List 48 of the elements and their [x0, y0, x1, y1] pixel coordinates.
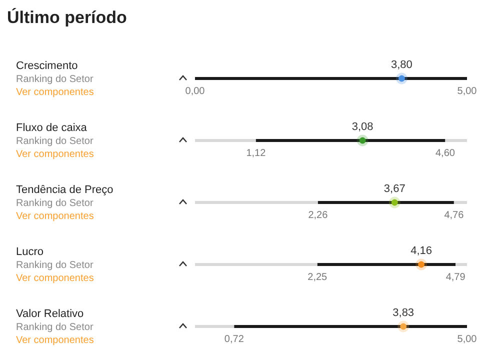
- y-tick-label: Valor Relativo: [16, 308, 84, 320]
- chart-title: Último período: [7, 8, 127, 28]
- text: Ver componentes: [16, 335, 94, 346]
- text: Ver componentes: [16, 149, 94, 160]
- point: [396, 72, 408, 84]
- point: [416, 258, 428, 270]
- text: Ver componentes: [16, 87, 94, 98]
- data-label: 4,16: [410, 245, 432, 257]
- text: Ranking do Setor: [16, 198, 94, 209]
- text: Ranking do Setor: [16, 136, 94, 147]
- bar: [195, 139, 256, 142]
- annotation: 0,00: [185, 86, 206, 97]
- bar: [234, 325, 467, 328]
- bar: [456, 263, 467, 266]
- point: [398, 320, 410, 332]
- text: Ranking do Setor: [16, 260, 94, 271]
- annotation: 2,25: [308, 272, 328, 283]
- data-label: 3,08: [352, 121, 374, 133]
- annotation: 1,12: [246, 148, 266, 159]
- annotation: 4,60: [436, 148, 456, 159]
- y-tick-label: Crescimento: [16, 60, 78, 72]
- text: Ver componentes: [16, 273, 94, 284]
- text: Ranking do Setor: [16, 322, 94, 333]
- bar: [195, 325, 234, 328]
- bar: [318, 201, 454, 204]
- y-tick-label: Lucro: [16, 246, 44, 258]
- annotation: 5,00: [457, 334, 478, 345]
- data-label: 3,80: [391, 59, 412, 71]
- point: [356, 134, 368, 146]
- annotation: 4,76: [444, 210, 464, 221]
- bar: [256, 139, 446, 142]
- text: Ranking do Setor: [16, 74, 94, 85]
- annotation: 0,72: [224, 334, 244, 345]
- point: [388, 196, 400, 208]
- bar: [445, 139, 467, 142]
- bar: [454, 201, 467, 204]
- annotation: 4,79: [446, 272, 466, 283]
- bar: [317, 263, 456, 266]
- y-tick-label: Fluxo de caixa: [16, 122, 88, 134]
- bar: [195, 201, 318, 204]
- text: Ver componentes: [16, 211, 94, 222]
- data-label: 3,67: [384, 183, 406, 195]
- bar: [195, 263, 318, 266]
- y-tick-label: Tendência de Preço: [16, 184, 114, 196]
- bar: [195, 77, 467, 80]
- annotation: 5,00: [457, 86, 478, 97]
- annotation: 2,26: [308, 210, 328, 221]
- data-label: 3,83: [392, 307, 414, 319]
